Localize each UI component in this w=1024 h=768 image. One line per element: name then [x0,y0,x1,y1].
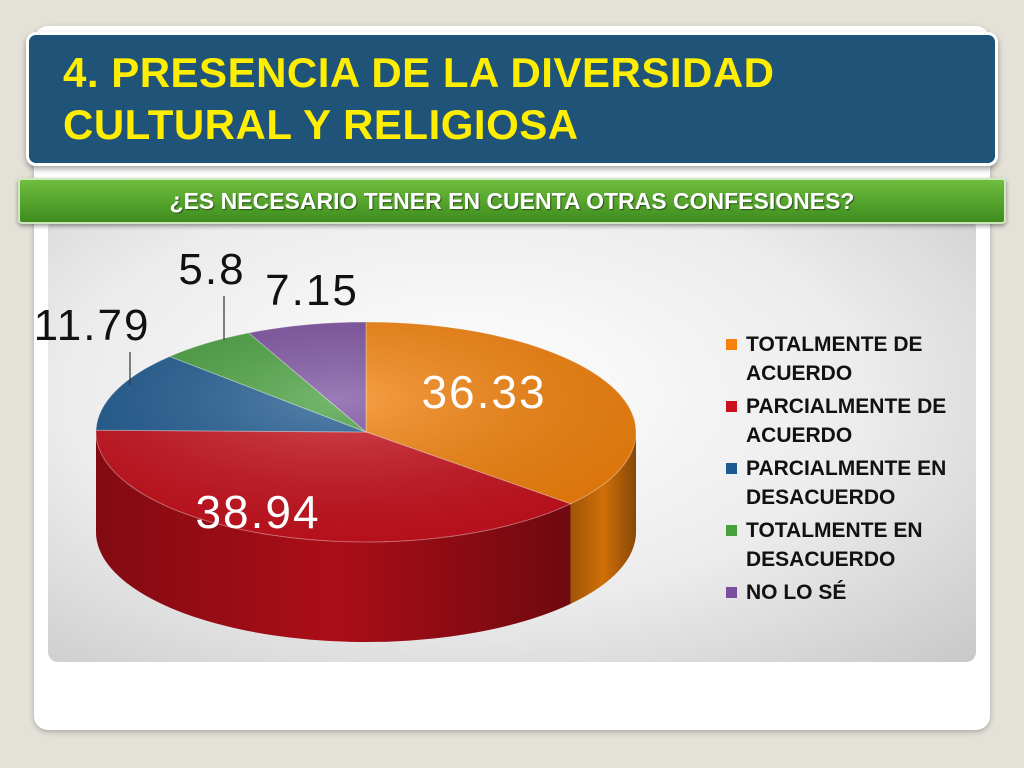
chart-legend: TOTALMENTE DE ACUERDO PARCIALMENTE DE ACU… [726,330,1006,611]
legend-item-totalmente-en-desacuerdo: TOTALMENTE EN DESACUERDO [726,516,1006,574]
legend-label: TOTALMENTE EN DESACUERDO [746,519,923,571]
data-label-parcialmente-en-desacuerdo: 11.79 [34,301,151,350]
legend-label: PARCIALMENTE DE ACUERDO [746,395,947,447]
legend-swatch [726,587,737,598]
data-label-no-lo-se: 7.15 [265,266,359,315]
pie-top-shine [96,322,636,542]
legend-item-parcialmente-de-acuerdo: PARCIALMENTE DE ACUERDO [726,392,1006,450]
pie-side-shade-totalmente-de-acuerdo [570,432,636,604]
title-banner: 4. PRESENCIA DE LA DIVERSIDAD CULTURAL Y… [26,32,998,166]
legend-swatch [726,463,737,474]
legend-item-no-lo-se: NO LO SÉ [726,578,1006,607]
legend-swatch [726,401,737,412]
data-label-totalmente-de-acuerdo: 36.33 [421,366,546,418]
legend-label: TOTALMENTE DE ACUERDO [746,333,923,385]
legend-item-parcialmente-en-desacuerdo: PARCIALMENTE EN DESACUERDO [726,454,1006,512]
pie-side-shade-parcialmente-de-acuerdo [96,432,571,642]
legend-label: PARCIALMENTE EN DESACUERDO [746,457,947,509]
legend-swatch [726,525,737,536]
legend-item-totalmente-de-acuerdo: TOTALMENTE DE ACUERDO [726,330,1006,388]
legend-label: NO LO SÉ [746,581,847,604]
question-banner: ¿ES NECESARIO TENER EN CUENTA OTRAS CONF… [18,178,1006,224]
legend-swatch [726,339,737,350]
data-label-parcialmente-de-acuerdo: 38.94 [195,486,320,538]
data-label-totalmente-en-desacuerdo: 5.8 [178,245,245,294]
slide-title: 4. PRESENCIA DE LA DIVERSIDAD CULTURAL Y… [63,49,775,148]
